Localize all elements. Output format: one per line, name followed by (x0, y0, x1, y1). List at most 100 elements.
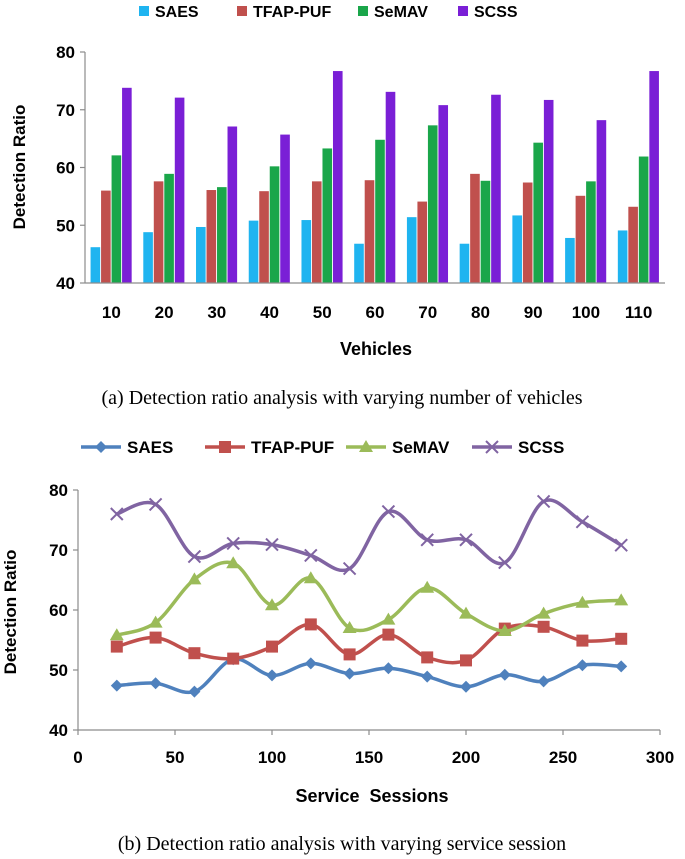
bar-tfap-puf-30 (206, 190, 217, 283)
point-semav-240 (536, 606, 551, 619)
line-y-axis-label: Detection Ratio (1, 550, 20, 675)
point-tfap-puf-200 (460, 654, 472, 667)
bar-semav-100 (586, 181, 596, 283)
bar-semav-10 (111, 155, 122, 283)
point-saes-240 (537, 675, 550, 688)
point-saes-120 (304, 657, 317, 670)
line-y-ticks: 40 50 60 70 80 (49, 481, 78, 740)
point-saes-60 (188, 685, 201, 698)
point-scss-280 (614, 538, 628, 552)
bar-x-tick-label: 110 (625, 303, 652, 322)
bar-tfap-puf-40 (259, 191, 269, 283)
point-scss-120 (304, 548, 318, 563)
point-scss-180 (420, 533, 434, 547)
bar-saes-30 (196, 226, 206, 283)
line-x-tick-label: 200 (452, 748, 480, 767)
point-scss-260-glyph (575, 515, 590, 529)
bar-x-tick-label: 70 (418, 303, 437, 322)
bar-tfap-puf-90 (522, 182, 533, 283)
bar-semav-30 (217, 187, 227, 283)
bar-scss-70 (438, 105, 449, 283)
point-saes-220 (498, 668, 511, 681)
point-scss-80 (226, 536, 240, 551)
line-chart: SAES TFAP-PUF SeMAV SCSS Detection Ratio 40… (1, 438, 674, 855)
line-y-tick-label: 70 (49, 541, 68, 560)
point-semav-100 (265, 598, 279, 611)
point-scss-240-glyph (536, 494, 551, 509)
bar-legend-label-semav: SeMAV (374, 4, 428, 21)
point-tfap-puf-120 (304, 618, 317, 631)
point-semav-180 (420, 580, 435, 593)
bar-x-tick-label: 90 (524, 303, 543, 322)
line-y-tick-label: 40 (49, 721, 68, 740)
line-x-tick-label: 0 (73, 748, 82, 767)
bar-y-tick-label: 40 (56, 274, 75, 293)
bar-y-axis-label: Detection Ratio (10, 105, 29, 230)
bar-y-tick-label: 50 (56, 216, 75, 235)
point-scss-280-glyph (614, 538, 628, 552)
bar-tfap-puf-80 (470, 173, 480, 283)
line-x-tick-label: 50 (166, 748, 185, 767)
point-tfap-puf-240 (537, 620, 550, 633)
line-legend-marker-tfap-puf (219, 441, 231, 453)
bar-tfap-puf-10 (101, 190, 111, 283)
point-saes-160 (382, 662, 395, 675)
bar-x-tick-label: 80 (471, 303, 490, 322)
bar-y-tick-label: 70 (56, 101, 75, 120)
bar-tfap-puf-70 (417, 201, 428, 283)
point-saes-280 (615, 660, 628, 673)
bar-legend-swatch-semav (358, 6, 368, 16)
bar-semav-90 (533, 142, 543, 283)
bar-scss-50 (332, 71, 343, 284)
bar-semav-60 (375, 139, 385, 283)
line-legend-label-scss: SCSS (518, 438, 564, 457)
line-y-tick-label: 60 (49, 601, 68, 620)
bar-saes-90 (512, 215, 522, 283)
point-scss-200-glyph (459, 533, 473, 547)
bar-legend: SAES TFAP-PUF SeMAV SCSS (139, 4, 518, 21)
bar-scss-100 (596, 120, 607, 284)
point-scss-100-glyph (265, 537, 279, 552)
point-tfap-puf-80 (227, 652, 240, 665)
point-scss-220-glyph (498, 555, 512, 570)
point-semav-60 (187, 572, 202, 585)
point-semav-40 (148, 615, 163, 628)
point-tfap-puf-60 (188, 647, 201, 660)
point-scss-40-glyph (148, 497, 163, 512)
bar-legend-label-tfap-puf: TFAP-PUF (253, 4, 331, 21)
point-scss-160 (381, 504, 396, 519)
point-semav-280 (614, 593, 629, 606)
line-legend-label-tfap-puf: TFAP-PUF (251, 438, 334, 457)
bar-x-tick-label: 20 (155, 303, 174, 322)
line-caption: (b) Detection ratio analysis with varyin… (118, 833, 566, 855)
point-saes-20 (110, 679, 123, 692)
point-scss-60 (187, 549, 202, 564)
point-semav-120 (303, 571, 318, 584)
bar-x-tick-label: 30 (207, 303, 226, 322)
line-legend-label-saes: SAES (127, 438, 173, 457)
bar-saes-80 (459, 243, 470, 283)
point-scss-80-glyph (226, 536, 240, 551)
bar-tfap-puf-20 (153, 181, 164, 283)
line-x-tick-label: 250 (549, 748, 577, 767)
point-scss-200 (459, 533, 473, 547)
bar-legend-swatch-scss (458, 6, 468, 16)
point-semav-80 (226, 556, 241, 569)
bar-scss-10 (122, 87, 132, 284)
bar-scss-60 (385, 91, 396, 283)
point-semav-220 (497, 624, 512, 636)
line-saes (116, 657, 622, 695)
bar-legend-label-saes: SAES (155, 4, 199, 21)
line-x-tick-label: 100 (258, 748, 286, 767)
bar-legend-swatch-saes (139, 6, 149, 16)
point-saes-140 (343, 667, 356, 680)
point-scss-160-glyph (381, 504, 396, 519)
bar-tfap-puf-100 (575, 195, 586, 283)
bar-scss-40 (280, 134, 290, 283)
line-x-ticks: 0 50 100 150 200 250 300 (73, 730, 674, 767)
point-scss-120-glyph (304, 548, 318, 563)
bar-semav-70 (427, 125, 438, 283)
line-series (109, 494, 629, 698)
bar-saes-10 (90, 247, 101, 283)
